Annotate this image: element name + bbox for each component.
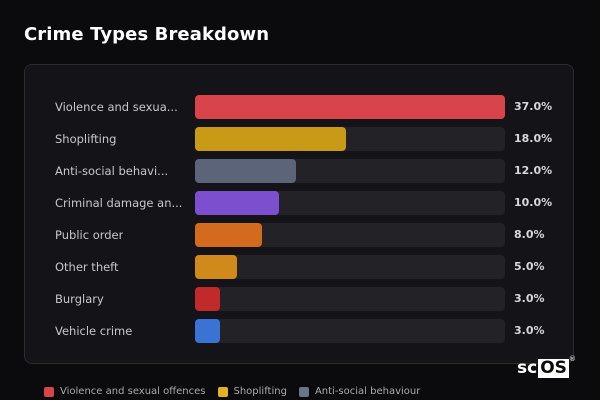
value-label: 12.0% [514, 164, 553, 177]
value-label: 10.0% [514, 196, 553, 209]
value-label: 8.0% [514, 228, 545, 241]
bar-track [195, 191, 505, 215]
scos-logo: sc OS ® [517, 355, 576, 378]
legend-swatch [298, 386, 309, 397]
legend-label: Violence and sexual offences [60, 386, 206, 397]
category-label: Violence and sexua... [55, 100, 178, 114]
bar[interactable] [195, 319, 220, 343]
value-label: 3.0% [514, 324, 545, 337]
bar[interactable] [195, 287, 220, 311]
bar[interactable] [195, 127, 346, 151]
value-label: 37.0% [514, 100, 553, 113]
bar[interactable] [195, 95, 505, 119]
bar-row: Other theft 5.0% [25, 255, 575, 279]
bar-track [195, 255, 505, 279]
legend-swatch [44, 386, 54, 397]
bar-row: Anti-social behavi... 12.0% [25, 159, 575, 183]
bar-row: Violence and sexua... 37.0% [25, 95, 575, 119]
logo-prefix: sc [517, 358, 538, 378]
value-label: 3.0% [514, 292, 545, 305]
bar[interactable] [195, 255, 237, 279]
bar-track [195, 319, 505, 343]
legend-label: Shoplifting [233, 386, 287, 397]
category-label: Shoplifting [55, 132, 117, 146]
value-label: 5.0% [514, 260, 545, 273]
legend-label: Anti-social behaviour [314, 386, 421, 397]
bar-row: Burglary 3.0% [25, 287, 575, 311]
legend-item[interactable]: Shoplifting [217, 386, 287, 397]
chart-title: Crime Types Breakdown [24, 24, 270, 45]
category-label: Anti-social behavi... [55, 164, 169, 178]
bar-track [195, 159, 505, 183]
category-label: Criminal damage an... [55, 196, 183, 210]
category-label: Public order [55, 228, 124, 242]
bar-row: Shoplifting 18.0% [25, 127, 575, 151]
bar-track [195, 287, 505, 311]
logo-box: OS [538, 357, 569, 378]
category-label: Other theft [55, 260, 119, 274]
value-label: 18.0% [514, 132, 553, 145]
bar-track [195, 127, 505, 151]
chart-card: Violence and sexua... 37.0% Shoplifting 18.… [24, 64, 574, 364]
bar[interactable] [195, 223, 262, 247]
bar[interactable] [195, 191, 279, 215]
bar-row: Vehicle crime 3.0% [25, 319, 575, 343]
registered-mark: ® [568, 355, 576, 363]
bar-row: Public order 8.0% [25, 223, 575, 247]
bar-track [195, 95, 505, 119]
chart-legend: Violence and sexual offences Shoplifting A… [44, 386, 420, 397]
legend-item[interactable]: Anti-social behaviour [298, 386, 421, 397]
bar-track [195, 223, 505, 247]
bar[interactable] [195, 159, 296, 183]
category-label: Burglary [55, 292, 104, 306]
category-label: Vehicle crime [55, 324, 133, 338]
legend-item[interactable]: Violence and sexual offences [44, 386, 206, 397]
legend-swatch [217, 386, 228, 397]
bar-row: Criminal damage an... 10.0% [25, 191, 575, 215]
